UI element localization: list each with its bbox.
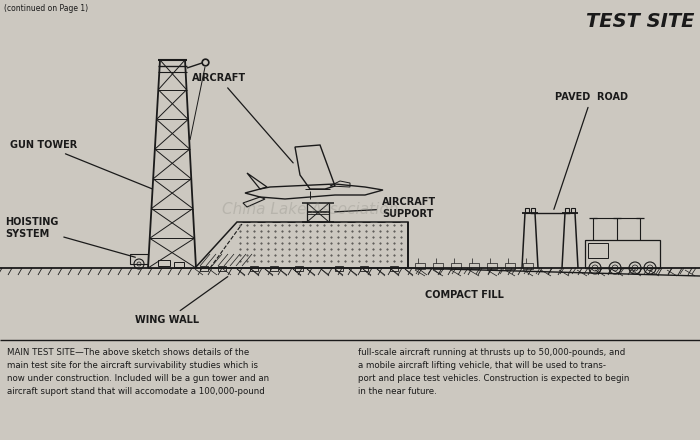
Bar	[270, 266, 278, 271]
Bar	[390, 266, 398, 271]
Bar	[531, 208, 535, 213]
Text: GUN TOWER: GUN TOWER	[10, 140, 153, 189]
Text: (continued on Page 1): (continued on Page 1)	[4, 4, 88, 13]
Bar	[571, 208, 575, 213]
Bar	[130, 254, 148, 264]
Text: COMPACT FILL: COMPACT FILL	[425, 290, 504, 300]
Bar	[505, 263, 515, 269]
Text: HOISTING
SYSTEM: HOISTING SYSTEM	[5, 217, 135, 257]
Bar	[295, 266, 303, 271]
Bar	[469, 263, 479, 269]
Bar	[523, 263, 533, 269]
Bar	[360, 266, 368, 271]
Bar	[158, 260, 170, 266]
Bar	[487, 263, 497, 269]
Text: China Lake Association: China Lake Association	[222, 202, 398, 217]
Text: AIRCRAFT: AIRCRAFT	[192, 73, 293, 163]
Bar	[335, 266, 343, 271]
Bar	[415, 263, 425, 269]
Bar	[451, 263, 461, 269]
Bar	[565, 208, 569, 213]
Bar	[218, 266, 226, 271]
Bar	[174, 262, 184, 267]
Text: AIRCRAFT
SUPPORT: AIRCRAFT SUPPORT	[335, 197, 436, 219]
Bar	[200, 266, 208, 271]
Bar	[433, 263, 443, 269]
Text: full-scale aircraft running at thrusts up to 50,000-pounds, and
a mobile aircraf: full-scale aircraft running at thrusts u…	[358, 348, 629, 396]
Bar	[585, 240, 660, 268]
Bar	[525, 208, 529, 213]
Bar	[250, 266, 258, 271]
Text: WING WALL: WING WALL	[135, 277, 228, 325]
Text: TEST SITE: TEST SITE	[587, 12, 695, 31]
Text: PAVED  ROAD: PAVED ROAD	[554, 92, 628, 209]
Text: MAIN TEST SITE—The above sketch shows details of the
main test site for the airc: MAIN TEST SITE—The above sketch shows de…	[7, 348, 269, 396]
Bar	[588, 243, 608, 258]
